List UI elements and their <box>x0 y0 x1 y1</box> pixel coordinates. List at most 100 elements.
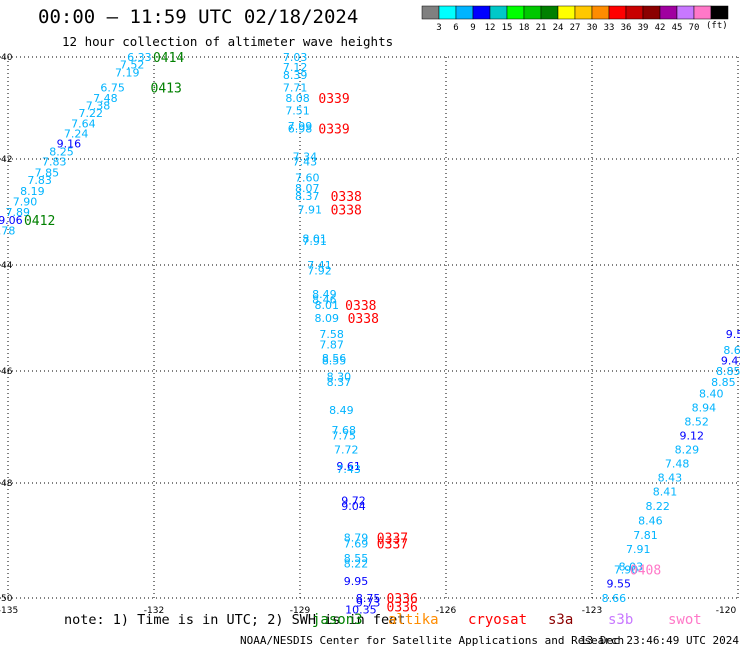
legend-swatch <box>540 5 559 20</box>
wave-height-label: 8.39 <box>283 69 308 82</box>
wave-height-label: 8.75 <box>356 592 381 605</box>
wave-height-label: 7.89 <box>5 206 30 219</box>
wave-height-label: 9.55 <box>607 578 632 591</box>
legend-swatch <box>523 5 542 20</box>
wave-height-label: 7.91 <box>302 235 327 248</box>
wave-height-label: 8.01 <box>315 299 340 312</box>
legend-label: 45 <box>672 23 683 33</box>
time-label: 0337 <box>377 537 408 552</box>
wave-height-label: 7.12 <box>283 61 308 74</box>
wave-height-label: 8.37 <box>327 376 352 389</box>
time-label: 0339 <box>318 92 349 107</box>
wave-height-label: 7.69 <box>344 537 369 550</box>
wave-height-label: 8.52 <box>684 415 709 428</box>
wave-height-label: 9.73 <box>356 597 381 610</box>
wave-height-label: 8.25 <box>49 145 74 158</box>
time-label: 0413 <box>151 82 182 97</box>
wave-height-label: 8.66 <box>602 592 627 605</box>
legend-label: 30 <box>587 23 598 33</box>
axis-ticks: -135 -132 -129 -126 -123 -120 40 42 44 46 48 50 <box>0 53 736 616</box>
lon-tick-label: -135 <box>0 606 18 616</box>
legend-swatch <box>693 5 712 20</box>
time-labels: 0414041304120339033903380338033803380337… <box>24 51 661 616</box>
wave-height-label: 8.01 <box>302 233 327 246</box>
legend-label: 12 <box>485 23 496 33</box>
legend-label: 36 <box>621 23 632 33</box>
wave-height-label: 8.85 <box>716 365 740 378</box>
satellite-s3a: s3a <box>548 612 574 628</box>
time-label: 0336 <box>387 601 418 616</box>
legend-label: 21 <box>536 23 547 33</box>
legend-label: 9 <box>470 23 475 33</box>
wave-height-label: 7.91 <box>626 543 651 556</box>
wave-height-label: 7.41 <box>307 259 332 272</box>
legend-swatch <box>472 5 491 20</box>
lat-tick-label: 48 <box>1 479 13 489</box>
grid <box>0 56 740 599</box>
wave-height-label: 8.03 <box>619 560 644 573</box>
observations: 6.337.527.196.757.487.387.227.647.249.16… <box>0 51 740 616</box>
time-label: 0412 <box>24 214 55 229</box>
legend-swatch <box>710 5 729 20</box>
time-label: 0337 <box>377 532 408 547</box>
lon-tick-label: -126 <box>436 606 457 616</box>
wave-height-label: 7.90 <box>13 195 38 208</box>
legend-label: 70 <box>689 23 700 33</box>
wave-height-label: 7.75 <box>332 429 357 442</box>
legend-label: 39 <box>638 23 649 33</box>
wave-height-label: 6.98 <box>288 122 313 135</box>
wave-height-label: 7.24 <box>64 128 89 141</box>
wave-height-label: 8.22 <box>344 558 369 571</box>
time-label: 0338 <box>345 299 376 314</box>
wave-height-label: 8.79 <box>344 532 369 545</box>
map-subtitle: 12 hour collection of altimeter wave hei… <box>62 34 394 49</box>
wave-height-label: 9.53 <box>726 328 740 341</box>
satellite-swot: swot <box>668 612 702 628</box>
wave-height-label: 8.07 <box>295 182 320 195</box>
map-title: 00:00 — 11:59 UTC 02/18/2024 <box>38 6 359 28</box>
time-label: 0408 <box>630 563 661 578</box>
wave-height-label: 9.12 <box>680 429 705 442</box>
satellite-s3b: s3b <box>608 612 634 628</box>
wave-height-label: 9.95 <box>344 575 369 588</box>
lon-tick-label: -132 <box>144 606 164 616</box>
lon-tick-label: -123 <box>582 606 602 616</box>
wave-height-label: 9.04 <box>341 500 366 513</box>
wave-height-label: 7.58 <box>319 328 344 341</box>
legend-swatch <box>421 5 440 20</box>
wave-height-label: 8.19 <box>20 185 45 198</box>
wave-height-label: 8.65 <box>723 344 740 357</box>
legend-swatch <box>591 5 610 20</box>
wave-height-label: 8.43 <box>658 471 683 484</box>
wave-height-label: 8.29 <box>675 443 700 456</box>
wave-height-label: 9.61 <box>336 460 361 473</box>
wave-height-label: 8.49 <box>329 404 354 417</box>
wave-height-label: 7.48 <box>665 457 690 470</box>
legend-label: 33 <box>604 23 615 33</box>
time-label: 0336 <box>387 592 418 607</box>
wave-height-label: 8.55 <box>322 354 347 367</box>
wave-height-label: 7.64 <box>71 117 96 130</box>
wave-height-label: 7.52 <box>120 59 145 72</box>
legend-swatch <box>608 5 627 20</box>
legend-swatch <box>557 5 576 20</box>
wave-height-label: 7.19 <box>115 66 140 79</box>
time-label: 0338 <box>331 190 362 205</box>
wave-height-label: 9.72 <box>341 494 366 507</box>
time-label: 0414 <box>153 51 184 66</box>
wave-height-label: 7.81 <box>633 529 658 542</box>
wave-height-label: 7.91 <box>297 203 322 216</box>
wave-height-label: 7.38 <box>86 99 111 112</box>
lat-tick-label: 40 <box>1 53 13 63</box>
legend-label: 27 <box>570 23 581 33</box>
legend-label: 3 <box>436 23 441 33</box>
wave-height-label: 7.87 <box>319 339 344 352</box>
wave-height-label: 8.78 <box>0 225 15 238</box>
wave-height-label: 7.22 <box>78 107 103 120</box>
wave-height-label: 7.71 <box>283 82 308 95</box>
wave-height-label: 8.46 <box>312 293 337 306</box>
lat-tick-label: 46 <box>1 367 13 377</box>
wave-height-label: 9.42 <box>721 354 740 367</box>
wave-height-label: 8.46 <box>638 514 663 527</box>
wave-height-label: 7.03 <box>283 51 308 64</box>
